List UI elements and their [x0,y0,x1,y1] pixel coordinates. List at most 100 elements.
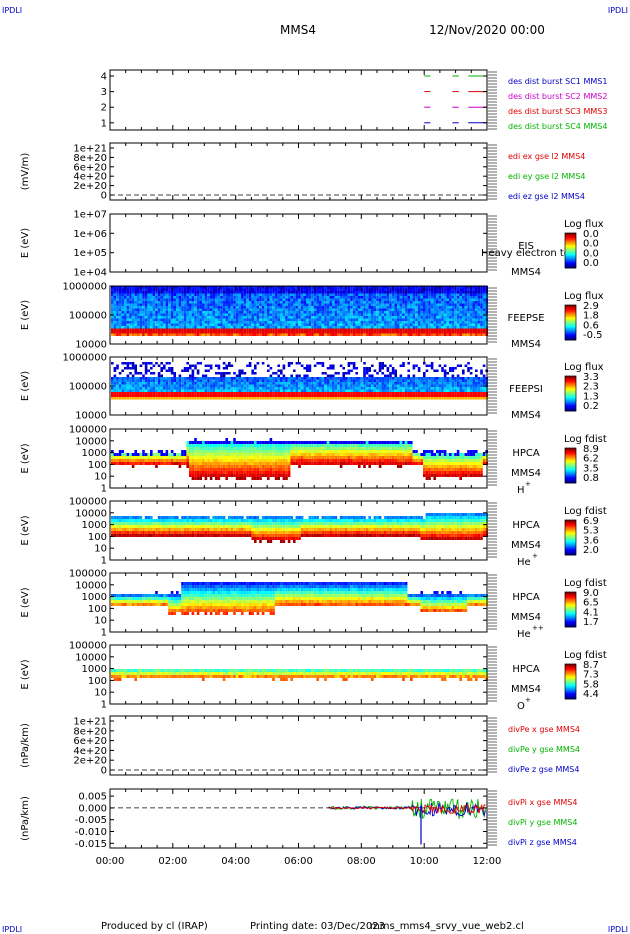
spectrogram-cell [298,288,301,291]
spectrogram-cell [345,331,348,334]
spectrogram-cell [202,384,205,387]
spectrogram-cell [272,397,275,400]
spectrogram-cell [173,326,176,329]
spectrogram-cell [306,291,309,294]
spectrogram-cell [352,313,356,316]
spectrogram-cell [355,377,358,380]
spectrogram-cell [186,331,189,334]
spectrogram-cell [251,331,254,334]
spectrogram-cell [423,323,426,326]
spectrogram-cell [254,377,257,380]
spectrogram-cell [311,394,314,397]
spectrogram-cell [404,321,408,324]
spectrogram-cell [230,303,234,306]
spectrogram-cell [150,326,153,329]
spectrogram-cell [217,296,221,299]
spectrogram-cell [298,374,301,377]
spectrogram-cell [186,291,189,294]
spectrogram-cell [446,311,449,314]
spectrogram-cell [285,323,288,326]
spectrogram-cell [397,286,400,289]
spectrogram-cell [394,374,397,377]
spectrogram-cell [430,316,434,319]
spectrogram-cell [449,333,452,336]
spectrogram-cell [152,328,156,331]
spectrogram-cell [433,384,436,387]
spectrogram-cell [134,293,137,296]
spectrogram-cell [425,328,429,331]
spectrogram-cell [475,303,478,306]
spectrogram-cell [415,306,418,309]
spectrogram-cell [233,316,236,319]
spectrogram-cell [241,331,244,334]
spectrogram-cell [274,306,278,309]
spectrogram-cell [371,326,374,329]
spectrogram-cell [420,323,423,326]
spectrogram-cell [464,303,468,306]
spectrogram-cell [482,328,486,331]
spectrogram-cell [272,331,275,334]
spectrogram-cell [118,392,122,395]
spectrogram-cell [454,326,457,329]
spectrogram-cell [173,293,176,296]
spectrogram-cell [134,286,137,289]
spectrogram-cell [207,291,210,294]
spectrogram-cell [243,333,247,336]
spectrogram-cell [381,286,384,289]
spectrogram-cell [194,323,197,326]
spectrogram-cell [116,318,119,321]
spectrogram-cell [295,362,299,365]
spectrogram-cell [233,326,236,329]
spectrogram-cell [298,318,301,321]
spectrogram-cell [199,331,202,334]
spectrogram-cell [196,298,200,301]
spectrogram-cell [152,286,156,289]
spectrogram-cell [446,333,449,336]
spectrogram-cell [176,303,179,306]
spectrogram-cell [303,379,306,382]
spectrogram-cell [163,293,166,296]
spectrogram-cell [415,389,418,392]
spectrogram-cell [459,288,462,291]
spectrogram-cell [222,321,226,324]
spectrogram-cell [290,313,293,316]
spectrogram-cell [423,397,426,400]
spectrogram-cell [225,394,228,397]
spectrogram-cell [173,394,176,397]
spectrogram-cell [118,384,122,387]
spectrogram-cell [280,382,283,385]
spectrogram-cell [319,288,322,291]
spectrogram-cell [209,306,213,309]
spectrogram-cell [189,288,192,291]
spectrogram-cell [482,306,486,309]
spectrogram-cell [480,321,483,324]
spectrogram-cell [363,362,366,365]
spectrogram-cell [170,313,174,316]
spectrogram-cell [391,316,395,319]
spectrogram-cell [438,316,442,319]
spectrogram-cell [241,313,244,316]
spectrogram-cell [137,313,140,316]
spectrogram-cell [246,364,249,367]
spectrogram-cell [238,301,241,304]
spectrogram-cell [365,328,369,331]
spectrogram-cell [176,331,179,334]
spectrogram-cell [373,382,377,385]
spectrogram-cell [384,323,387,326]
spectrogram-cell [269,303,273,306]
spectrogram-cell [170,331,174,334]
spectrogram-cell [373,316,377,319]
spectrogram-cell [423,293,426,296]
instrument-label: EIS [518,241,534,252]
spectrogram-cell [194,298,197,301]
spectrogram-cell [235,313,239,316]
spectrogram-cell [363,369,366,372]
spectrogram-cell [113,311,117,314]
spectrogram-cell [399,377,403,380]
colorbar-cell [565,252,576,255]
spectrogram-cell [306,369,309,372]
spectrogram-cell [412,323,416,326]
spectrogram-cell [365,301,369,304]
spectrogram-cell [163,296,166,299]
spectrogram-cell [204,291,208,294]
